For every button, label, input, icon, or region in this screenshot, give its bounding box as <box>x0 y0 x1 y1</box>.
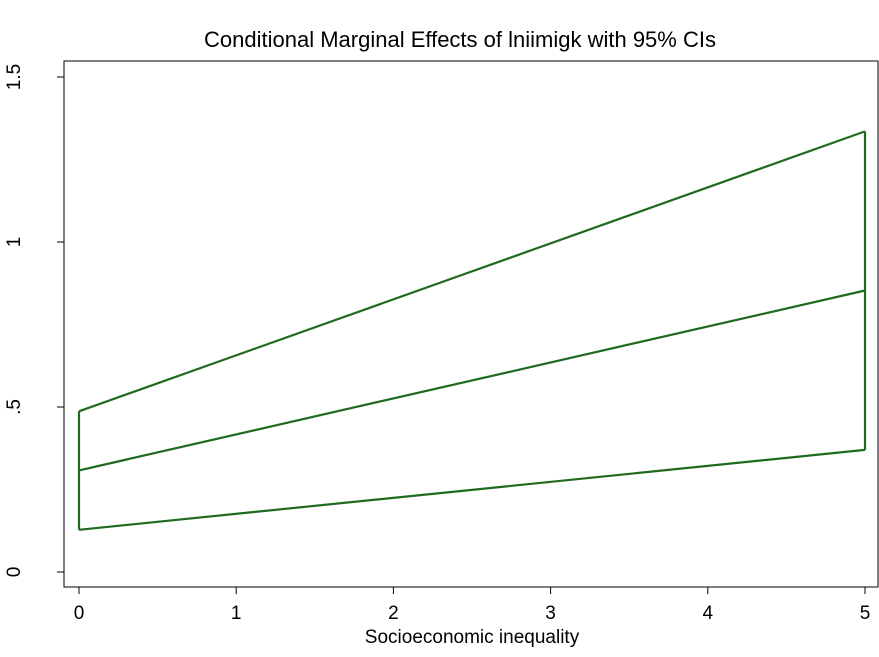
x-tick-label: 0 <box>74 603 85 624</box>
x-tick-label: 3 <box>545 603 556 624</box>
series-line-estimate <box>78 289 866 472</box>
chart-title: Conditional Marginal Effects of lniimigk… <box>204 27 716 52</box>
x-axis-ticks: 0 1 2 3 4 5 <box>74 587 871 624</box>
plot-frame <box>63 60 879 588</box>
y-tick-label: 1.5 <box>4 64 25 90</box>
series-layer <box>77 130 867 531</box>
y-tick-label: .5 <box>4 399 25 415</box>
series-line-lower-ci <box>78 448 866 531</box>
x-tick-label: 1 <box>231 603 242 624</box>
series-line-upper-ci <box>78 130 866 413</box>
x-tick-label: 5 <box>860 603 871 624</box>
y-tick-label: 1 <box>4 237 25 248</box>
y-axis-ticks: 0 .5 1 1.5 <box>4 64 64 578</box>
x-tick-label: 2 <box>388 603 399 624</box>
y-tick-label: 0 <box>4 567 25 578</box>
x-axis-label: Socioeconomic inequality <box>365 627 580 648</box>
axes <box>63 60 879 588</box>
x-tick-label: 4 <box>703 603 714 624</box>
